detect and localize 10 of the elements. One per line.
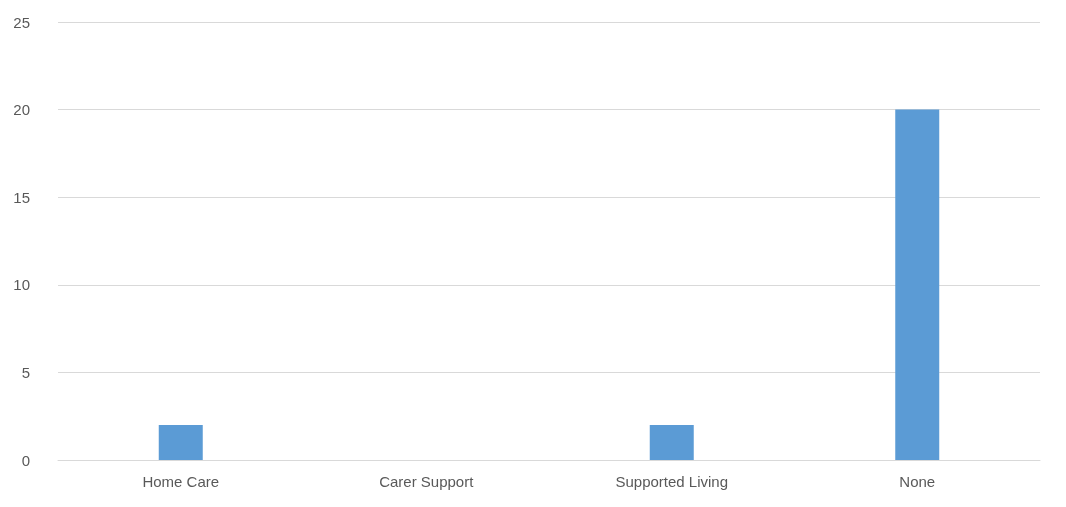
y-tick-label: 10 [13,276,30,294]
y-tick-label: 15 [13,188,30,206]
y-tick-label: 25 [13,13,30,31]
y-tick-label: 5 [21,363,30,381]
x-tick-label: Home Care [142,473,220,490]
y-tick-label: 20 [13,101,30,119]
x-tick-label: None [899,473,936,490]
x-tick-label: Supported Living [615,473,729,490]
x-tick-label: Carer Support [379,473,475,490]
y-tick-label: 0 [21,451,30,469]
